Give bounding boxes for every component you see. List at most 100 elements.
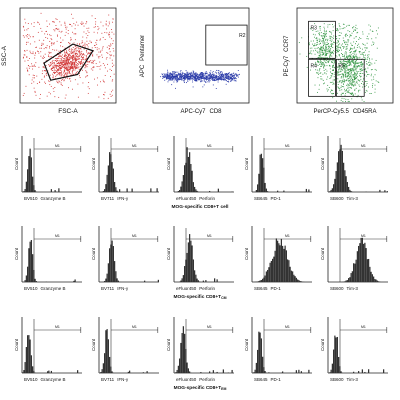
scatter-dot: [349, 68, 351, 70]
scatter-dots: [22, 12, 115, 100]
scatter-dot: [214, 76, 216, 78]
scatter-dot: [109, 93, 111, 95]
scatter-dot: [336, 28, 338, 30]
scatter-dot: [377, 81, 379, 83]
scatter-dot: [75, 52, 77, 54]
histogram-bar: [345, 176, 347, 192]
scatter-dot: [65, 64, 67, 66]
scatter-dot: [321, 78, 323, 80]
scatter-dot: [75, 59, 77, 61]
scatter-dot: [227, 77, 229, 79]
scatter-dot: [364, 85, 366, 87]
histogram-bar: [30, 355, 32, 373]
scatter-dot: [224, 78, 226, 80]
scatter-dot: [112, 40, 114, 42]
scatter-dot: [61, 61, 63, 63]
scatter-dot: [354, 55, 356, 57]
scatter-dot: [330, 59, 332, 61]
scatter-dot: [92, 61, 94, 62]
scatter-dot: [365, 54, 366, 56]
scatter-dot: [342, 55, 344, 57]
scatter-dot: [212, 84, 214, 86]
scatter-dot: [49, 66, 51, 67]
scatter-dot: [181, 78, 183, 79]
scatter-dot: [60, 68, 62, 70]
scatter-dot: [339, 81, 341, 83]
scatter-dot: [328, 51, 330, 53]
scatter-dot: [49, 52, 51, 54]
scatter-dot: [343, 75, 345, 77]
scatter-dot: [335, 60, 337, 62]
scatter-dot: [349, 77, 351, 79]
scatter-dot: [370, 93, 372, 94]
scatter-dot: [332, 65, 334, 67]
scatter-dot: [183, 74, 185, 76]
scatter-dot: [319, 61, 321, 63]
scatter-dot: [321, 40, 323, 42]
scatter-dot: [349, 81, 351, 83]
scatter-dot: [46, 72, 47, 74]
scatter-dot: [28, 74, 30, 76]
scatter-dot: [54, 72, 56, 73]
scatter-dot: [327, 43, 329, 45]
scatter-dot: [353, 53, 355, 55]
scatter-dot: [187, 78, 189, 79]
scatter-dot: [185, 70, 187, 72]
scatter-dot: [72, 52, 74, 54]
scatter-dot: [106, 46, 108, 48]
scatter-dot: [320, 56, 322, 58]
scatter-dot: [221, 73, 223, 75]
scatter-dot: [188, 78, 190, 80]
scatter-dot: [223, 78, 225, 80]
scatter-dot: [349, 54, 351, 56]
scatter-dot: [236, 75, 238, 77]
scatter-dot: [236, 75, 238, 77]
y-axis-label: APCPentamer: [140, 35, 146, 77]
scatter-dot: [213, 73, 215, 75]
scatter-dot: [65, 73, 66, 75]
scatter-dot: [49, 45, 51, 47]
scatter-dot: [318, 48, 320, 50]
scatter-dot: [73, 56, 75, 58]
scatter-dot: [178, 78, 180, 80]
scatter-dot: [67, 69, 69, 71]
scatter-dot: [210, 76, 212, 78]
scatter-dot: [68, 72, 70, 74]
histogram-bar: [294, 276, 296, 282]
scatter-dot: [319, 29, 321, 31]
scatter-dot: [38, 52, 40, 54]
scatter-dot: [96, 66, 98, 67]
scatter-dot: [168, 77, 170, 79]
scatter-dot: [42, 43, 44, 45]
scatter-dot: [323, 63, 325, 65]
scatter-dot: [56, 19, 58, 20]
scatter-dot: [55, 58, 57, 60]
scatter-dot: [32, 74, 34, 76]
scatter-dot: [340, 69, 342, 71]
scatter-dot: [346, 65, 348, 67]
scatter-dot: [54, 64, 56, 66]
histogram-bar: [186, 147, 188, 192]
scatter-dot: [102, 63, 104, 65]
scatter-dot: [364, 44, 366, 46]
scatter-dot: [178, 75, 180, 77]
scatter-dot: [112, 43, 114, 45]
scatter-dot: [351, 93, 353, 95]
scatter-dot: [83, 48, 85, 50]
scatter-dot: [321, 47, 323, 48]
scatter-dot: [365, 61, 367, 62]
scatter-dot: [184, 76, 186, 78]
scatter-dot: [343, 54, 345, 56]
histogram-bar: [355, 259, 357, 282]
scatter-dot: [233, 78, 235, 79]
scatter-dot: [346, 25, 348, 27]
scatter-dot: [72, 51, 73, 53]
scatter-dot: [54, 62, 56, 64]
scatter-dot: [74, 49, 76, 51]
scatter-dot: [96, 49, 98, 51]
scatter-dot: [56, 72, 58, 74]
scatter-dot: [374, 84, 376, 86]
scatter-dot: [320, 54, 322, 56]
